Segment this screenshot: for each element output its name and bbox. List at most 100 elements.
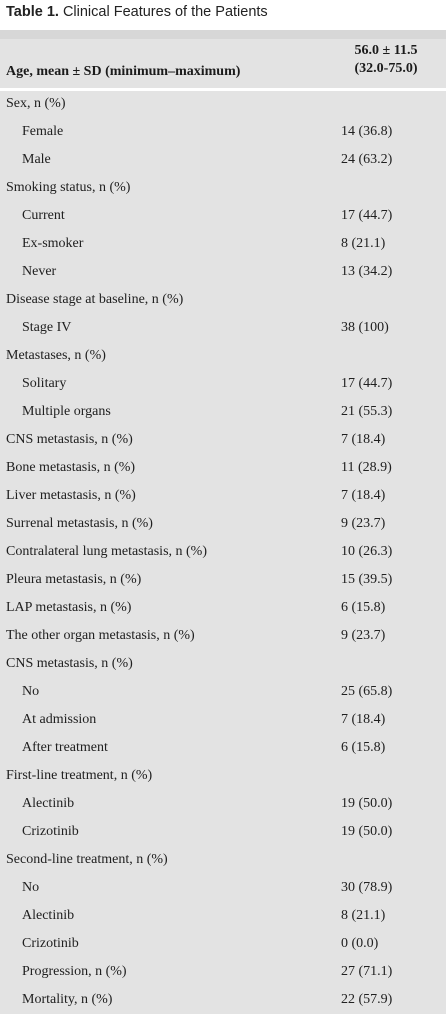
table-row: Metastases, n (%)	[0, 343, 446, 371]
table-row: Ex-smoker 8 (21.1)	[0, 231, 446, 259]
table-row: Alectinib 8 (21.1)	[0, 903, 446, 931]
row-label: After treatment	[22, 740, 108, 755]
row-label: Smoking status, n (%)	[6, 180, 131, 195]
row-value: 8 (21.1)	[341, 908, 386, 923]
row-value: 7 (18.4)	[341, 488, 386, 503]
table-row: No 25 (65.8)	[0, 679, 446, 707]
table-row: First-line treatment, n (%)	[0, 763, 446, 791]
row-label: CNS metastasis, n (%)	[6, 432, 133, 447]
row-value: 7 (18.4)	[341, 432, 386, 447]
table-row: After treatment 6 (15.8)	[0, 735, 446, 763]
row-label: Disease stage at baseline, n (%)	[6, 292, 184, 307]
table-row: Male 24 (63.2)	[0, 147, 446, 175]
row-value: 6 (15.8)	[341, 740, 386, 755]
row-label: First-line treatment, n (%)	[6, 768, 153, 783]
row-label: Progression, n (%)	[22, 964, 127, 979]
row-value: 8 (21.1)	[341, 236, 386, 251]
row-label: Female	[22, 124, 64, 139]
row-value: 14 (36.8)	[341, 124, 393, 139]
row-label: Crizotinib	[22, 824, 79, 839]
row-label: Current	[22, 208, 65, 223]
row-value: 19 (50.0)	[341, 796, 393, 811]
table-row: Crizotinib 0 (0.0)	[0, 931, 446, 959]
row-label: Male	[22, 152, 51, 167]
row-label: Contralateral lung metastasis, n (%)	[6, 544, 207, 559]
row-label: CNS metastasis, n (%)	[6, 656, 133, 671]
row-value: 19 (50.0)	[341, 824, 393, 839]
row-label: Surrenal metastasis, n (%)	[6, 516, 153, 531]
table-row: Current 17 (44.7)	[0, 203, 446, 231]
row-value: 10 (26.3)	[341, 544, 393, 559]
table-row: Female 14 (36.8)	[0, 119, 446, 147]
header-value-mean: 56.0 ± 11.5	[354, 43, 418, 58]
row-label: Stage IV	[22, 320, 72, 335]
row-label: Ex-smoker	[22, 236, 84, 251]
row-label: At admission	[22, 712, 97, 727]
row-value: 17 (44.7)	[341, 376, 393, 391]
table-row: Contralateral lung metastasis, n (%) 10 (…	[0, 539, 446, 567]
row-label: The other organ metastasis, n (%)	[6, 628, 195, 643]
header-label: Age, mean ± SD (minimum–maximum)	[6, 64, 241, 79]
row-value: 25 (65.8)	[341, 684, 393, 699]
row-label: Bone metastasis, n (%)	[6, 460, 136, 475]
table-row: Liver metastasis, n (%) 7 (18.4)	[0, 483, 446, 511]
table-row: Sex, n (%)	[0, 91, 446, 119]
table-row: Crizotinib 19 (50.0)	[0, 819, 446, 847]
table-row: No 30 (78.9)	[0, 875, 446, 903]
row-value: 13 (34.2)	[341, 264, 393, 279]
table-row: Never 13 (34.2)	[0, 259, 446, 287]
table-row: Stage IV 38 (100)	[0, 315, 446, 343]
table-row: Alectinib 19 (50.0)	[0, 791, 446, 819]
table-top-band	[0, 30, 446, 39]
row-value: 30 (78.9)	[341, 880, 393, 895]
row-value: 15 (39.5)	[341, 572, 393, 587]
table-body: Sex, n (%) Female 14 (36.8) Male 24 (63.2) Sm…	[0, 91, 446, 1015]
row-label: LAP metastasis, n (%)	[6, 600, 132, 615]
table-title: Clinical Features of the Patients	[62, 4, 268, 20]
row-label: Solitary	[22, 376, 67, 391]
table-row: Surrenal metastasis, n (%) 9 (23.7)	[0, 511, 446, 539]
row-label: Pleura metastasis, n (%)	[6, 572, 142, 587]
row-label: No	[22, 880, 40, 895]
row-label: Never	[22, 264, 57, 279]
row-value: 21 (55.3)	[341, 404, 393, 419]
table-number: Table 1.	[6, 4, 59, 20]
table-caption: Table 1. Clinical Features of the Patien…	[6, 4, 268, 20]
row-value: 17 (44.7)	[341, 208, 393, 223]
row-value: 22 (57.9)	[341, 992, 393, 1007]
row-value: 24 (63.2)	[341, 152, 393, 167]
row-value: 7 (18.4)	[341, 712, 386, 727]
table-row: Progression, n (%) 27 (71.1)	[0, 959, 446, 987]
table-row: Bone metastasis, n (%) 11 (28.9)	[0, 455, 446, 483]
header-value: 56.0 ± 11.5 (32.0-75.0)	[330, 42, 442, 78]
row-label: Liver metastasis, n (%)	[6, 488, 136, 503]
table-row: LAP metastasis, n (%) 6 (15.8)	[0, 595, 446, 623]
row-value: 11 (28.9)	[341, 460, 392, 475]
row-label: Multiple organs	[22, 404, 111, 419]
row-label: Alectinib	[22, 796, 75, 811]
clinical-features-table: Age, mean ± SD (minimum–maximum) 56.0 ± …	[0, 30, 446, 1014]
row-value: 38 (100)	[341, 320, 389, 335]
row-label: Crizotinib	[22, 936, 79, 951]
header-value-range: (32.0-75.0)	[354, 61, 418, 76]
table-row: Solitary 17 (44.7)	[0, 371, 446, 399]
row-label: Sex, n (%)	[6, 96, 66, 111]
row-value: 9 (23.7)	[341, 516, 386, 531]
row-label: Second-line treatment, n (%)	[6, 852, 168, 867]
row-label: Metastases, n (%)	[6, 348, 106, 363]
row-value: 27 (71.1)	[341, 964, 393, 979]
table-row: At admission 7 (18.4)	[0, 707, 446, 735]
table-row: Multiple organs 21 (55.3)	[0, 399, 446, 427]
row-label: Mortality, n (%)	[22, 992, 113, 1007]
row-value: 0 (0.0)	[341, 936, 379, 951]
row-label: Alectinib	[22, 908, 75, 923]
table-row: Pleura metastasis, n (%) 15 (39.5)	[0, 567, 446, 595]
table-row: CNS metastasis, n (%)	[0, 651, 446, 679]
table-row: The other organ metastasis, n (%) 9 (23.7…	[0, 623, 446, 651]
table-row: Smoking status, n (%)	[0, 175, 446, 203]
table-header: Age, mean ± SD (minimum–maximum) 56.0 ± …	[0, 39, 446, 91]
table-row: Disease stage at baseline, n (%)	[0, 287, 446, 315]
row-label: No	[22, 684, 40, 699]
table-row: Second-line treatment, n (%)	[0, 847, 446, 875]
row-value: 6 (15.8)	[341, 600, 386, 615]
